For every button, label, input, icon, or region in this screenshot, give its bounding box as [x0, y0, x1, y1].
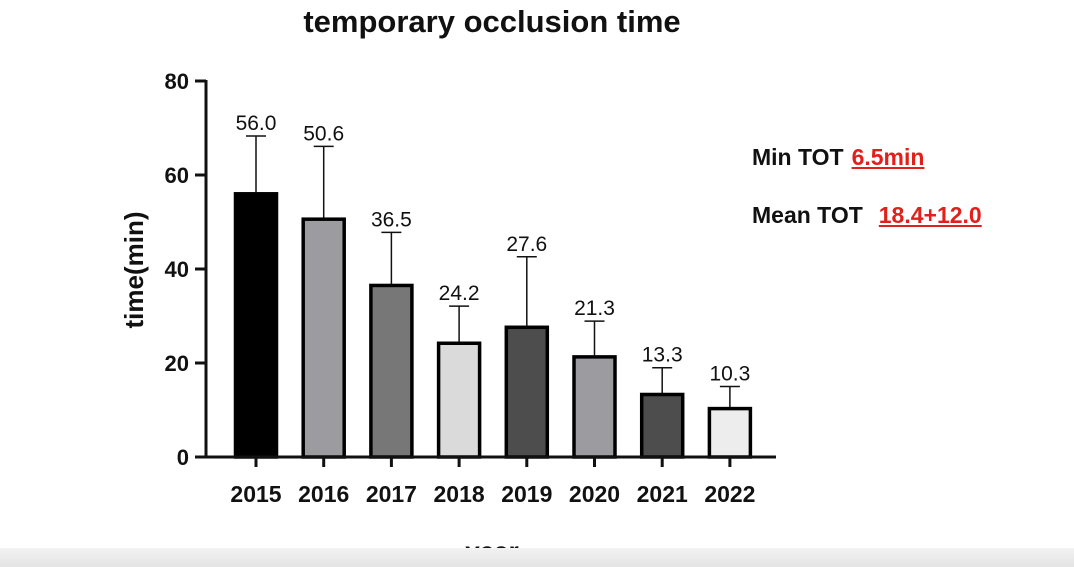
min-tot-row: Min TOT 6.5min: [752, 142, 982, 172]
x-tick-label: 2020: [569, 481, 620, 507]
x-tick-label: 2016: [298, 481, 349, 507]
x-tick-label: 2019: [501, 481, 552, 507]
data-label: 27.6: [506, 233, 547, 256]
bar-2017: [369, 283, 414, 459]
x-tick-label: 2018: [434, 481, 485, 507]
x-tick-label: 2017: [366, 481, 417, 507]
y-tick-label: 80: [165, 69, 189, 94]
data-label: 21.3: [574, 297, 615, 320]
mean-tot-value: 18.4+12.0: [878, 202, 982, 228]
y-tick-label: 20: [165, 351, 189, 376]
chart-title: temporary occlusion time: [303, 4, 680, 39]
y-axis-title: time(min): [119, 212, 149, 329]
bar-2019: [504, 325, 550, 459]
bar-2018: [436, 341, 482, 459]
x-tick-label: 2022: [704, 481, 755, 507]
mean-tot-label: Mean TOT: [752, 202, 863, 228]
min-tot-value: 6.5min: [851, 144, 925, 170]
bar-2021: [639, 392, 685, 459]
mean-tot-row: Mean TOT 18.4+12.0: [752, 200, 982, 230]
data-label: 56.0: [236, 112, 277, 135]
y-tick-label: 0: [177, 445, 189, 470]
x-tick-label: 2015: [230, 481, 281, 507]
data-label: 24.2: [439, 282, 480, 305]
data-label: 13.3: [642, 344, 683, 367]
data-label: 36.5: [371, 208, 412, 231]
bars-group: 56.0 50.6 36.5 24.2 27.6 21.3 13.3 10.3: [233, 112, 753, 459]
data-label: 10.3: [709, 363, 750, 386]
summary-stats: Min TOT 6.5min Mean TOT 18.4+12.0: [752, 142, 982, 230]
y-axis: 0 20 40 60 80: [165, 69, 208, 470]
data-label: 50.6: [303, 122, 344, 145]
y-tick-label: 60: [165, 163, 189, 188]
min-tot-label: Min TOT: [752, 144, 844, 170]
bar-2022: [707, 406, 753, 459]
x-tick-label: 2021: [637, 481, 688, 507]
bar-2020: [572, 355, 617, 459]
y-tick-label: 40: [165, 257, 189, 282]
bottom-strip: [0, 548, 1074, 567]
x-axis: 2015 2016 2017 2018 2019 2020 2021 2022: [204, 455, 776, 507]
bar-2015: [233, 192, 279, 459]
bar-2016: [301, 217, 346, 459]
